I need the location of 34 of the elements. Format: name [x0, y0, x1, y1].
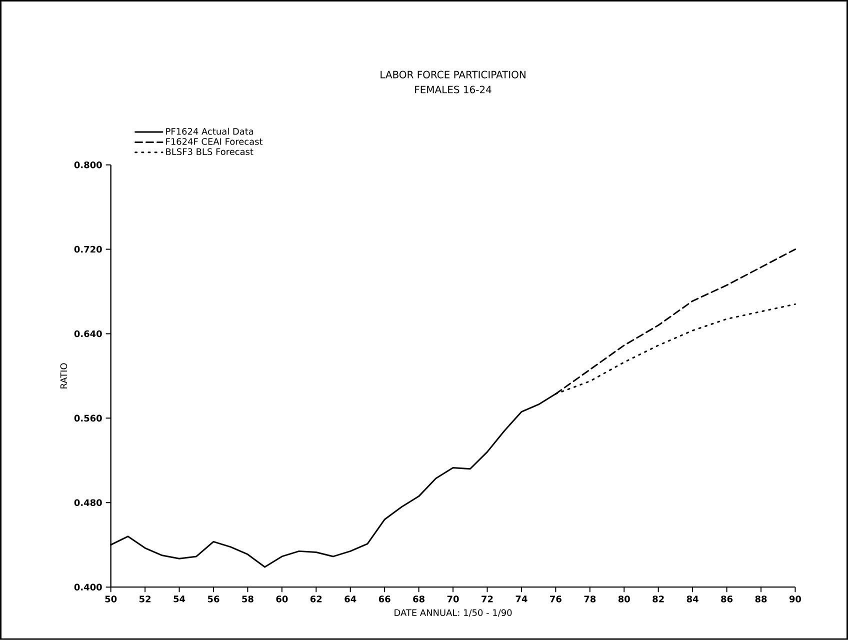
x-tick-label: 86	[721, 596, 733, 602]
chart-title: LABOR FORCE PARTICIPATION	[380, 70, 526, 78]
x-tick-label: 90	[789, 596, 802, 602]
x-tick-label: 78	[584, 596, 596, 602]
x-tick-label: 84	[686, 596, 698, 602]
x-tick-label: 74	[516, 596, 528, 602]
x-tick-label: 64	[344, 596, 356, 602]
y-tick-label: 0.560	[74, 414, 102, 422]
x-tick-label: 80	[618, 596, 630, 602]
x-tick-label: 68	[413, 596, 424, 602]
x-tick-label: 62	[310, 596, 322, 602]
legend-label: BLSF3 BLS Forecast	[166, 148, 254, 156]
x-tick-label: 52	[139, 596, 151, 602]
x-tick-label: 58	[242, 596, 254, 602]
x-tick-label: 70	[447, 596, 459, 602]
legend-label: F1624F CEAI Forecast	[166, 138, 263, 145]
x-tick-label: 50	[105, 596, 117, 602]
x-tick-label: 88	[755, 596, 767, 602]
x-tick-label: 66	[378, 596, 390, 602]
y-axis-title: RATIO	[60, 363, 68, 388]
y-tick-label: 0.800	[74, 162, 102, 168]
y-tick-label: 0.400	[74, 584, 102, 591]
x-tick-label: 82	[652, 596, 664, 602]
x-tick-label: 76	[550, 596, 562, 602]
legend-label: PF1624 Actual Data	[166, 128, 254, 135]
x-tick-label: 54	[174, 596, 186, 602]
x-tick-label: 60	[276, 596, 288, 602]
y-tick-label: 0.720	[74, 246, 102, 253]
x-tick-label: 72	[482, 596, 493, 602]
y-tick-label: 0.480	[74, 499, 102, 506]
x-tick-label: 56	[208, 596, 220, 602]
x-axis-title: DATE ANNUAL: 1/50 - 1/90	[394, 609, 512, 617]
chart-subtitle: FEMALES 16-24	[415, 86, 492, 94]
y-tick-label: 0.640	[74, 330, 102, 338]
